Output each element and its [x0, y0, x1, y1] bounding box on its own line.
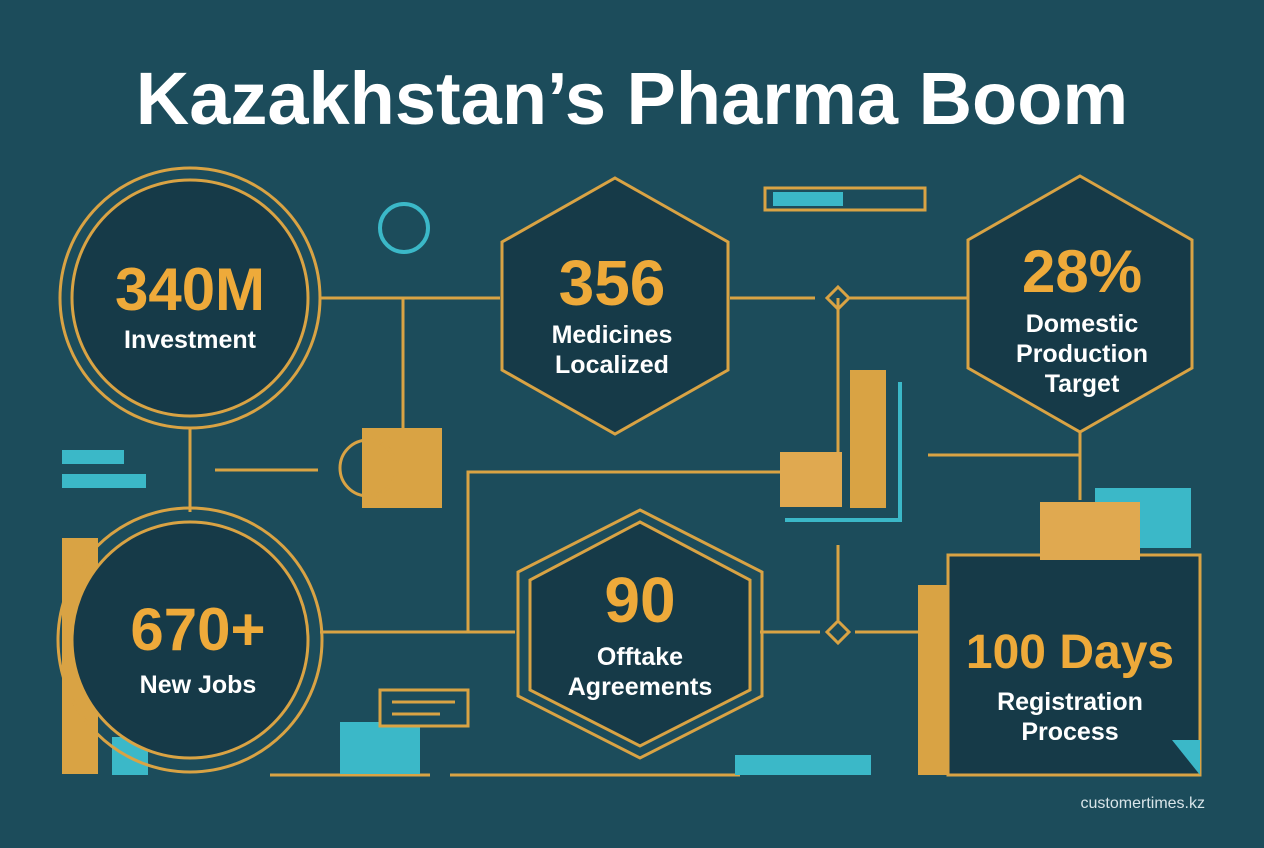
stat-value: 28%	[1022, 238, 1142, 305]
stat-label: Agreements	[568, 673, 713, 701]
stat-label: Domestic	[1026, 310, 1139, 338]
stat-label: Localized	[555, 351, 669, 379]
footer: customertimes.kz	[1081, 795, 1205, 812]
stat-label: Target	[1045, 370, 1120, 398]
stat-value: 90	[604, 564, 675, 636]
stat-label: Process	[1021, 718, 1118, 746]
stat-value: 670+	[130, 596, 265, 663]
stat-label: Investment	[124, 326, 257, 354]
stat-value: 100 Days	[966, 626, 1174, 679]
stat-shapes	[56, 166, 1202, 777]
stat-label: Registration	[997, 688, 1143, 716]
stat-label: Medicines	[552, 321, 673, 349]
connectors	[62, 186, 1191, 777]
stat-value: 356	[559, 247, 666, 319]
stat-label: Offtake	[597, 643, 683, 671]
stat-label: Production	[1016, 340, 1148, 368]
stat-value: 340M	[115, 256, 265, 323]
title: Kazakhstan’s Pharma Boom	[136, 57, 1128, 140]
stat-label: New Jobs	[140, 671, 257, 699]
